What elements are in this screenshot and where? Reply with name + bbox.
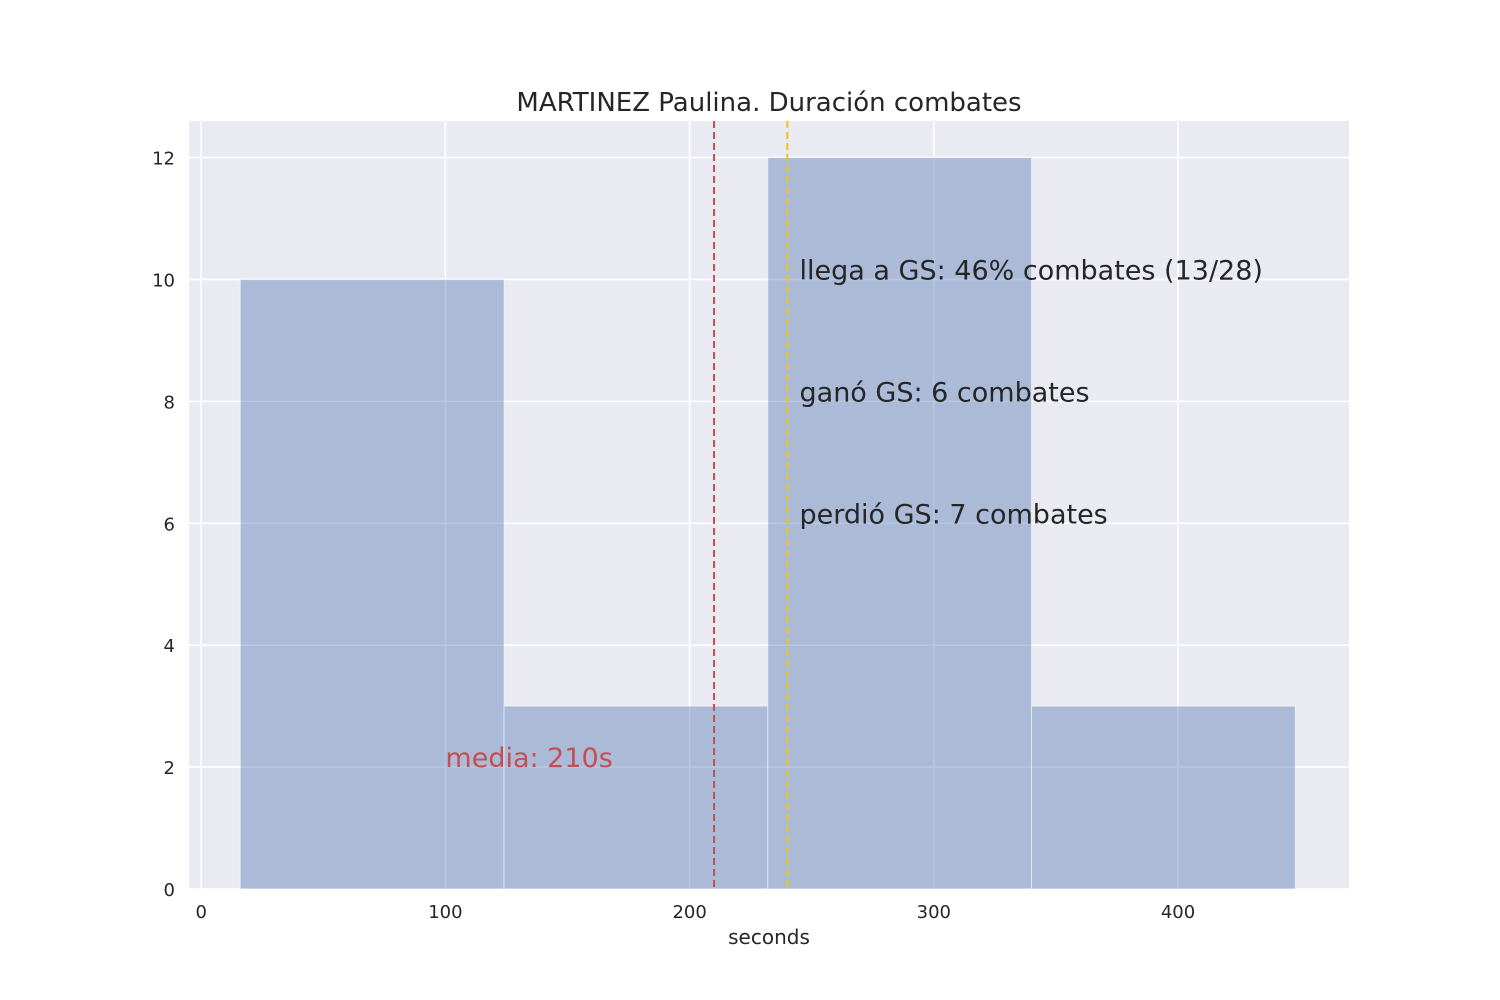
x-tick-label: 400 (1161, 902, 1195, 923)
histogram-bars (239, 157, 1296, 890)
grid-lines (189, 121, 1349, 890)
tick-labels: 0 100 200 300 400 0 2 4 6 8 10 12 (152, 149, 1195, 923)
y-tick-label: 8 (164, 392, 175, 413)
reference-lines (713, 121, 789, 889)
x-tick-label: 100 (428, 902, 462, 923)
histogram-bar (503, 705, 769, 890)
y-tick-label: 4 (164, 636, 175, 657)
y-tick-label: 0 (164, 880, 175, 901)
histogram-bar (767, 157, 1033, 890)
chart-title: MARTINEZ Paulina. Duración combates (516, 88, 1021, 118)
x-axis-label: seconds (728, 925, 810, 949)
annotations: media: 210s llega a GS: 46% combates (13/… (445, 255, 1263, 774)
annotation-text: ganó GS: 6 combates (800, 377, 1090, 408)
y-tick-label: 2 (164, 758, 175, 779)
x-tick-label: 200 (672, 902, 706, 923)
plot-background (189, 121, 1349, 889)
y-tick-label: 6 (164, 514, 175, 535)
histogram-bar (239, 278, 505, 890)
histogram-bar (1031, 705, 1296, 890)
x-tick-label: 0 (195, 902, 206, 923)
annotation-text: perdió GS: 7 combates (800, 499, 1108, 530)
mean-label: media: 210s (445, 743, 612, 774)
y-tick-label: 10 (152, 270, 175, 291)
annotation-text: llega a GS: 46% combates (13/28) (800, 255, 1263, 286)
x-tick-label: 300 (917, 902, 951, 923)
y-tick-label: 12 (152, 149, 175, 170)
